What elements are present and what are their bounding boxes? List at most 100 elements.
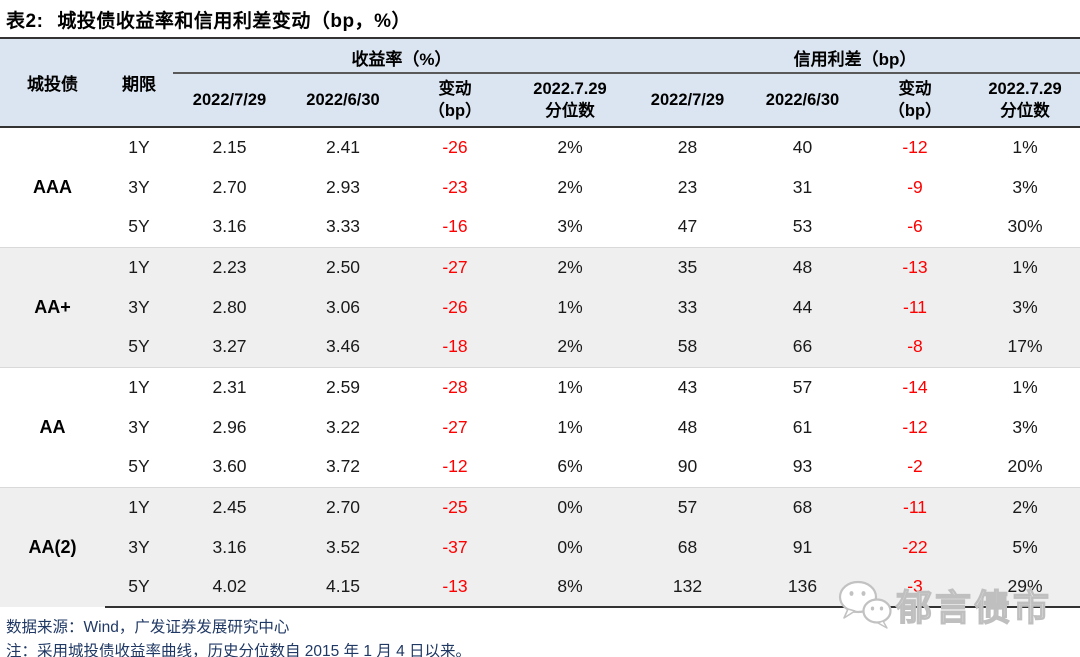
value-cell: 57 [745, 366, 860, 407]
table-row-AA+-3Y: 3Y 2.80 3.06 -26 1% 33 44 -11 3% [0, 287, 1080, 327]
value-cell: 29% [970, 567, 1080, 608]
change-value-cell: -6 [907, 216, 923, 237]
column-header-row: 2022/7/29 2022/6/30 变动 （bp） 2022.7.29 分位数 2022… [0, 73, 1080, 128]
tenor-cell: 5Y [105, 327, 173, 367]
value-cell: 3% [970, 287, 1080, 327]
value-cell: 3% [557, 216, 583, 237]
value-cell: 2.70 [212, 176, 247, 197]
table-row-AAA-1Y: AAA 1Y 2.15 2.41 -26 2% 28 40 -12 1% [0, 127, 1080, 197]
value-cell: 2% [557, 176, 583, 197]
column-header-0: 2022/7/29 [173, 73, 286, 128]
tenor-cell: 5Y [128, 216, 150, 237]
column-header-6: 变动 （bp） [860, 73, 970, 128]
value-cell: 28 [677, 137, 698, 157]
value-cell: 57 [630, 486, 745, 527]
column-header-5: 2022/6/30 [745, 73, 860, 128]
value-cell: 4.02 [173, 567, 286, 608]
value-cell: 61 [792, 416, 813, 437]
value-cell: 2% [510, 327, 630, 367]
table-row-AAA-5Y: 5Y 3.16 3.33 -16 3% 47 53 -6 30% [0, 207, 1080, 247]
value-cell: 2.50 [286, 246, 400, 287]
tenor-cell: 5Y [128, 456, 150, 477]
value-cell: 31 [792, 176, 813, 197]
value-cell: 136 [745, 567, 860, 608]
table-row-AAA-3Y: 3Y 2.70 2.93 -23 2% 23 31 -9 3% [0, 167, 1080, 207]
value-cell: 53 [792, 216, 813, 237]
value-cell: 1% [510, 287, 630, 327]
value-cell: 2.80 [173, 287, 286, 327]
change-value-cell: -25 [400, 486, 510, 527]
value-cell: 2.96 [212, 416, 247, 437]
change-value-cell: -26 [400, 287, 510, 327]
value-cell: 3% [1012, 416, 1038, 437]
table-row-AA+-1Y: AA+ 1Y 2.23 2.50 -27 2% 35 48 -13 1% [0, 246, 1080, 367]
value-cell: 1% [970, 366, 1080, 407]
group-header-row: 城投债 期限 收益率（%） 信用利差（bp） [0, 39, 1080, 128]
rating-cell: AA+ [0, 246, 105, 367]
value-cell: 35 [630, 246, 745, 287]
rating-cell: AA [0, 366, 105, 487]
change-value-cell: -12 [442, 456, 468, 477]
change-value-cell: -12 [902, 137, 928, 157]
column-header-7: 2022.7.29 分位数 [970, 73, 1080, 128]
value-cell: 40 [792, 137, 813, 157]
change-value-cell: -11 [860, 287, 970, 327]
value-cell: 4.15 [286, 567, 400, 608]
value-cell: 48 [745, 246, 860, 287]
value-cell: 1% [510, 366, 630, 407]
change-value-cell: -28 [400, 366, 510, 407]
value-cell: 47 [677, 216, 698, 237]
col-header-bond: 城投债 [0, 39, 105, 128]
value-cell: 30% [1007, 216, 1043, 237]
table-footer: 数据来源：Wind，广发证券发展研究中心 注：采用城投债收益率曲线，历史分位数自… [0, 608, 1080, 657]
value-cell: 68 [745, 486, 860, 527]
table-row-AA-5Y: 5Y 3.60 3.72 -12 6% 90 93 -2 20% [0, 447, 1080, 487]
change-value-cell: -18 [400, 327, 510, 367]
value-cell: 20% [1007, 456, 1043, 477]
group-header-spread: 信用利差（bp） [630, 39, 1080, 74]
change-value-cell: -16 [442, 216, 468, 237]
change-value-cell: -13 [400, 567, 510, 608]
value-cell: 3.33 [325, 216, 361, 237]
value-cell: 2.70 [286, 486, 400, 527]
value-cell: 132 [630, 567, 745, 608]
table-number: 表2: [6, 11, 44, 32]
value-cell: 1% [1012, 137, 1038, 157]
change-value-cell: -27 [400, 246, 510, 287]
value-cell: 2.59 [286, 366, 400, 407]
bond-yield-spread-table: 城投债 期限 收益率（%） 信用利差（bp） 2022/7/29 2022/6/3… [0, 39, 1080, 608]
value-cell: 5% [970, 527, 1080, 567]
value-cell: 1% [557, 416, 583, 437]
value-cell: 66 [745, 327, 860, 367]
value-cell: 2.15 [212, 137, 247, 157]
value-cell: 2% [970, 486, 1080, 527]
value-cell: 93 [792, 456, 813, 477]
value-cell: 58 [630, 327, 745, 367]
value-cell: 3.06 [286, 287, 400, 327]
value-cell: 3.27 [173, 327, 286, 367]
tenor-cell: 5Y [105, 567, 173, 608]
change-value-cell: -22 [860, 527, 970, 567]
tenor-cell: 1Y [105, 246, 173, 287]
value-cell: 1% [970, 246, 1080, 287]
value-cell: 3.46 [286, 327, 400, 367]
value-cell: 8% [510, 567, 630, 608]
change-value-cell: -14 [860, 366, 970, 407]
value-cell: 0% [510, 486, 630, 527]
tenor-cell: 3Y [128, 176, 150, 197]
table-title: 表2: 城投债收益率和信用利差变动（bp，%） [0, 0, 1080, 39]
column-header-4: 2022/7/29 [630, 73, 745, 128]
table-row-AA-1Y: AA 1Y 2.31 2.59 -28 1% 43 57 -14 1% [0, 366, 1080, 487]
value-cell: 3.22 [325, 416, 361, 437]
value-cell: 44 [745, 287, 860, 327]
table-row-AA+-5Y: 5Y 3.27 3.46 -18 2% 58 66 -8 17% [0, 327, 1080, 367]
change-value-cell: -9 [907, 176, 923, 197]
value-cell: 2.23 [173, 246, 286, 287]
column-header-1: 2022/6/30 [286, 73, 400, 128]
value-cell: 48 [677, 416, 698, 437]
value-cell: 2.93 [325, 176, 361, 197]
value-cell: 91 [745, 527, 860, 567]
value-cell: 3.52 [286, 527, 400, 567]
value-cell: 0% [510, 527, 630, 567]
change-value-cell: -8 [860, 327, 970, 367]
